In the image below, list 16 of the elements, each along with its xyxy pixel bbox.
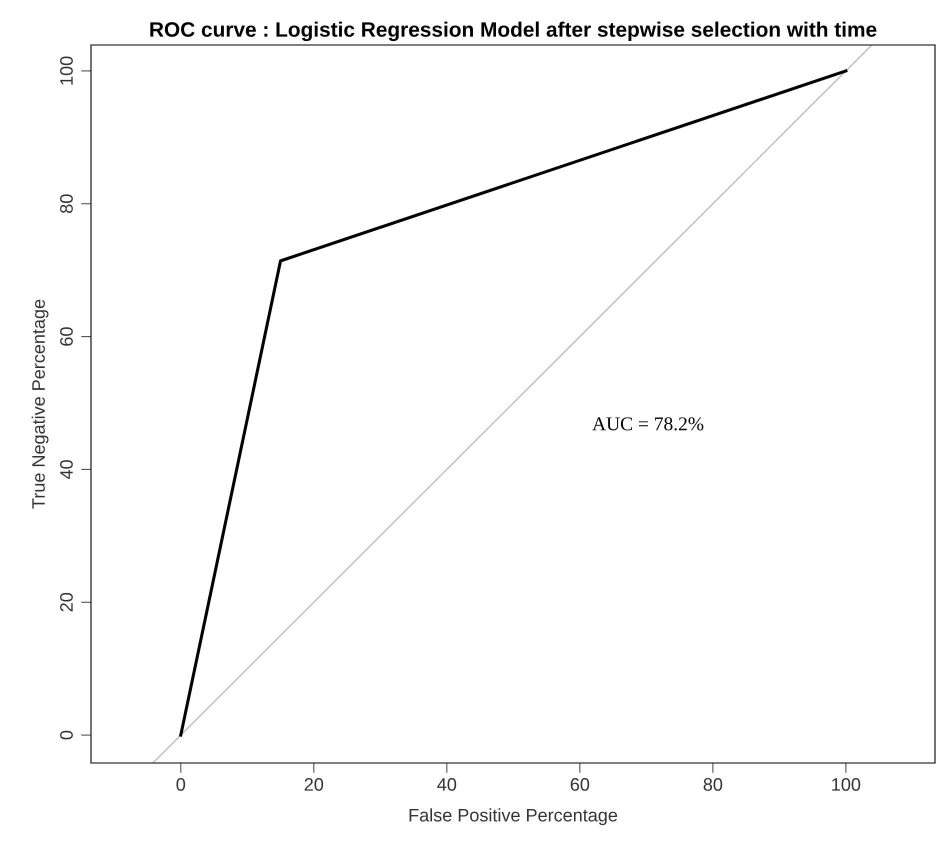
y-axis-title: True Negative Percentage <box>32 300 48 509</box>
y-tick-label: 0 <box>60 730 73 740</box>
x-tick-label: 60 <box>570 778 590 791</box>
x-axis-title: False Positive Percentage <box>410 808 618 826</box>
x-tick-label: 0 <box>176 778 186 791</box>
x-tick-label: 80 <box>704 778 722 791</box>
y-tick-label: 20 <box>60 592 73 612</box>
chart-title: ROC curve : Logistic Regression Model after stepwise selection with time <box>150 22 876 42</box>
x-tick-label: 40 <box>437 778 456 791</box>
y-tick-label: 100 <box>60 56 73 85</box>
x-tick-label: 20 <box>304 778 324 791</box>
x-tick-label: 100 <box>832 778 860 791</box>
annotation: AUC = 78.2% <box>592 417 704 430</box>
y-tick-label: 80 <box>60 194 73 213</box>
y-tick-label: 60 <box>60 327 73 346</box>
y-tick-label: 40 <box>60 460 73 480</box>
